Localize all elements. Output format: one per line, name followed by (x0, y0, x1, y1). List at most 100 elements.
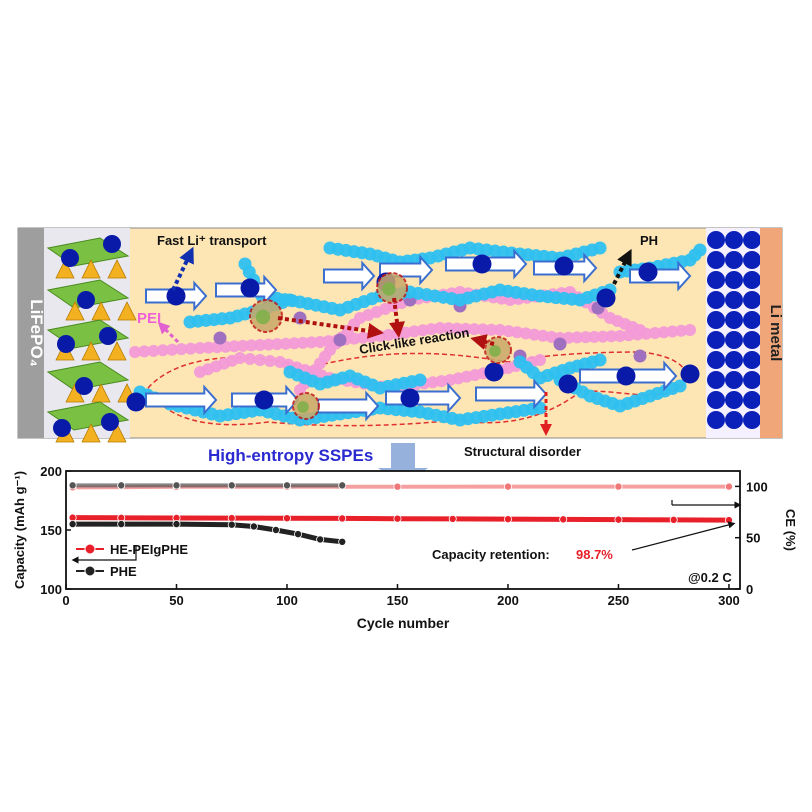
lithium-ion (484, 362, 504, 382)
chart-axes: 0 50 100 150 200 250 300 100 150 200 0 50 100 (40, 464, 767, 608)
pei-bead (579, 331, 592, 344)
pei-bead (596, 330, 609, 343)
ph-bead (633, 349, 647, 363)
anode-atom (707, 291, 725, 309)
cathode-label: LiFePO₄ (27, 299, 46, 367)
anode-atom (725, 311, 743, 329)
chart-legend: HE-PEIgPHE PHE (76, 542, 188, 579)
pei-bead (184, 342, 197, 355)
pei-bead (305, 336, 318, 349)
tetrahedron (91, 301, 111, 321)
y-axis-title-right: CE (%) (783, 509, 798, 551)
pei-bead (605, 330, 618, 343)
cathode-crystal (46, 235, 137, 443)
series-point-phe (68, 520, 77, 529)
anode-atom (707, 391, 725, 409)
pei-bead (675, 324, 688, 337)
legend-label: HE-PEIgPHE (110, 542, 188, 557)
pei-bead (459, 322, 472, 335)
series-point-he-peigphe (282, 514, 291, 523)
anode-lithium-atoms (707, 231, 761, 429)
grafted-bead (382, 282, 396, 296)
tetrahedron (55, 259, 75, 279)
series-point-phe-ce (117, 481, 126, 490)
phosphate-layer (46, 361, 130, 391)
pei-bead (202, 341, 215, 354)
pei-bead (657, 326, 670, 339)
series-point-he-peigphe-ce (614, 482, 623, 491)
lithium-ion (638, 262, 658, 282)
polymer-bead (693, 243, 707, 257)
pei-bead (434, 322, 446, 334)
pei-bead (296, 336, 309, 349)
anode-atom (725, 371, 743, 389)
lithium-ion (400, 388, 420, 408)
x-tick-label: 250 (608, 593, 630, 608)
pei-bead (468, 323, 481, 336)
pei-bead (634, 324, 646, 336)
series-point-phe (172, 520, 181, 529)
transport-block-arrow (145, 384, 218, 416)
series-point-he-peigphe (614, 515, 623, 524)
pei-bead (129, 346, 141, 358)
anode-atom (725, 291, 743, 309)
disorder-outline (147, 351, 687, 427)
pei-bead (485, 323, 498, 336)
ph-bead (553, 337, 567, 351)
anode-atom (743, 271, 761, 289)
high-entropy-banner: High-entropy SSPEs (208, 446, 373, 465)
series-point-phe (338, 537, 347, 546)
battery-schematic: LiFePO₄ Li metal Fast Li⁺ transport PEI … (17, 227, 784, 486)
cathode-lithium-ion (99, 327, 117, 345)
pei-bead (649, 327, 661, 339)
anode-atom (743, 371, 761, 389)
series-point-phe-ce (338, 481, 347, 490)
legend-marker (84, 543, 96, 555)
ph-arrow (612, 248, 632, 285)
legend-marker (84, 565, 96, 577)
series-point-phe (316, 535, 325, 544)
cathode-collector (18, 228, 44, 438)
pei-arrow (157, 321, 180, 344)
series-point-phe-ce (282, 481, 291, 490)
click-arrow-2 (389, 297, 405, 338)
anode-label: Li metal (767, 305, 784, 362)
lithium-ion (166, 286, 186, 306)
x-axis-title: Cycle number (357, 615, 450, 631)
anode-atom (743, 331, 761, 349)
pei-label: PEI (137, 310, 161, 327)
pei-bead (254, 339, 266, 351)
anode-atom (707, 251, 725, 269)
pei-bead (271, 338, 284, 351)
anode-atom (707, 231, 725, 249)
series-point-phe (294, 530, 303, 539)
series-point-phe-ce (172, 481, 181, 490)
cathode-lithium-ion (103, 235, 121, 253)
y-tick-label-left: 200 (40, 464, 62, 479)
pei-bead (156, 344, 169, 357)
y-tick-label-right: 0 (746, 582, 753, 597)
lithium-ion (680, 364, 700, 384)
cathode-lithium-ion (61, 249, 79, 267)
pei-bead (244, 353, 256, 365)
pei-bead (264, 355, 276, 367)
pei-bead (147, 344, 160, 357)
x-tick-label: 50 (169, 593, 183, 608)
polymer-bead (673, 379, 687, 393)
series-point-he-peigphe-ce (503, 482, 512, 491)
pei-bead (194, 342, 206, 354)
transport-block-arrow (317, 390, 380, 422)
tetrahedron (81, 423, 101, 443)
structural-disorder-label: Structural disorder (464, 444, 581, 459)
pei-bead (262, 338, 275, 351)
anode-atom (743, 251, 761, 269)
pei-bead (288, 337, 301, 350)
cathode-lithium-ion (77, 291, 95, 309)
click-reaction-sites (249, 272, 512, 420)
anode-atom (707, 351, 725, 369)
series-point-phe (249, 522, 258, 531)
polymer-bead (593, 353, 607, 367)
lithium-ion (126, 392, 146, 412)
anode-atom (743, 291, 761, 309)
